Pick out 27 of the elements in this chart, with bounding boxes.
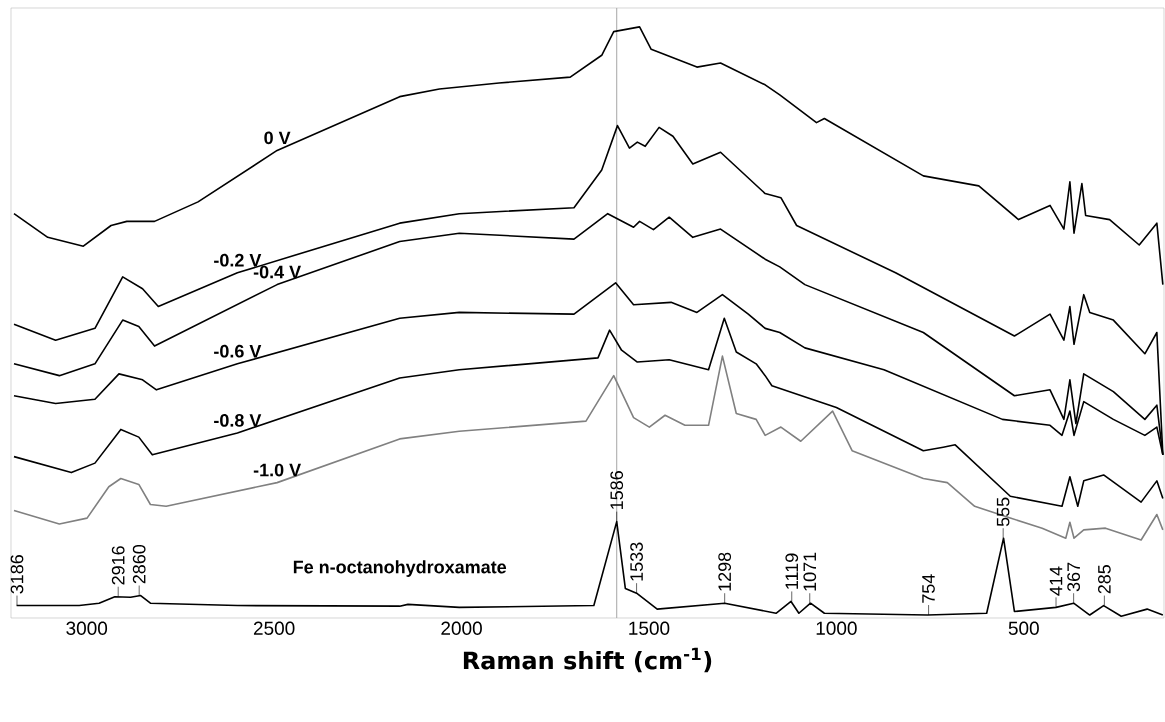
annotation: 1071 — [803, 552, 817, 591]
series-label: -0.4 V — [253, 265, 301, 279]
x-tick-label: 3000 — [66, 621, 108, 635]
annotation: 2860 — [132, 544, 146, 584]
x-tick-label: 1500 — [629, 621, 670, 635]
annotation: 754 — [922, 574, 935, 603]
annotation: 414 — [1049, 566, 1063, 596]
annotation: 1119 — [785, 553, 799, 589]
annotation: 1586 — [610, 471, 624, 509]
x-tick-label: 500 — [1008, 621, 1039, 635]
series-label: -0.6 V — [214, 344, 262, 358]
series-label: -0.8 V — [214, 414, 262, 427]
series-label: -1.0 V — [253, 463, 301, 477]
series-label: 0 V — [264, 131, 291, 145]
annotation: 1298 — [718, 552, 732, 591]
series-label: Fe n-octanohydroxamate — [293, 560, 507, 577]
annotation: 555 — [996, 497, 1010, 527]
annotation: 2916 — [111, 546, 125, 585]
series-label: -0.2 V — [214, 253, 262, 267]
annotation: 285 — [1097, 565, 1111, 594]
x-tick-label: 2500 — [253, 621, 295, 635]
x-axis-title: Raman shift (cm$^{-1}$) — [463, 647, 712, 673]
x-tick-label: 2000 — [441, 621, 482, 635]
annotation: 1533 — [630, 542, 643, 581]
annotation: 3186 — [10, 555, 24, 594]
x-tick-label: 1000 — [816, 621, 857, 635]
annotation: 367 — [1067, 562, 1081, 592]
